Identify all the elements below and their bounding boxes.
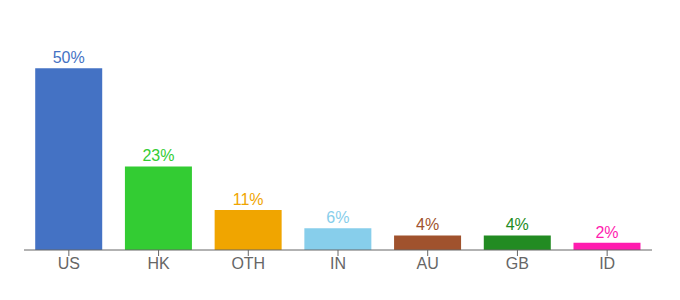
svg-text:IN: IN <box>330 255 346 272</box>
svg-text:50%: 50% <box>53 49 85 66</box>
svg-text:US: US <box>58 255 80 272</box>
svg-text:OTH: OTH <box>231 255 265 272</box>
svg-text:ID: ID <box>599 255 615 272</box>
svg-text:GB: GB <box>506 255 529 272</box>
svg-text:4%: 4% <box>506 216 529 233</box>
svg-text:6%: 6% <box>326 209 349 226</box>
svg-text:11%: 11% <box>233 191 264 208</box>
svg-text:HK: HK <box>147 255 170 272</box>
svg-text:2%: 2% <box>595 224 618 241</box>
svg-text:23%: 23% <box>142 147 174 164</box>
svg-text:4%: 4% <box>416 216 439 233</box>
svg-text:AU: AU <box>417 255 439 272</box>
